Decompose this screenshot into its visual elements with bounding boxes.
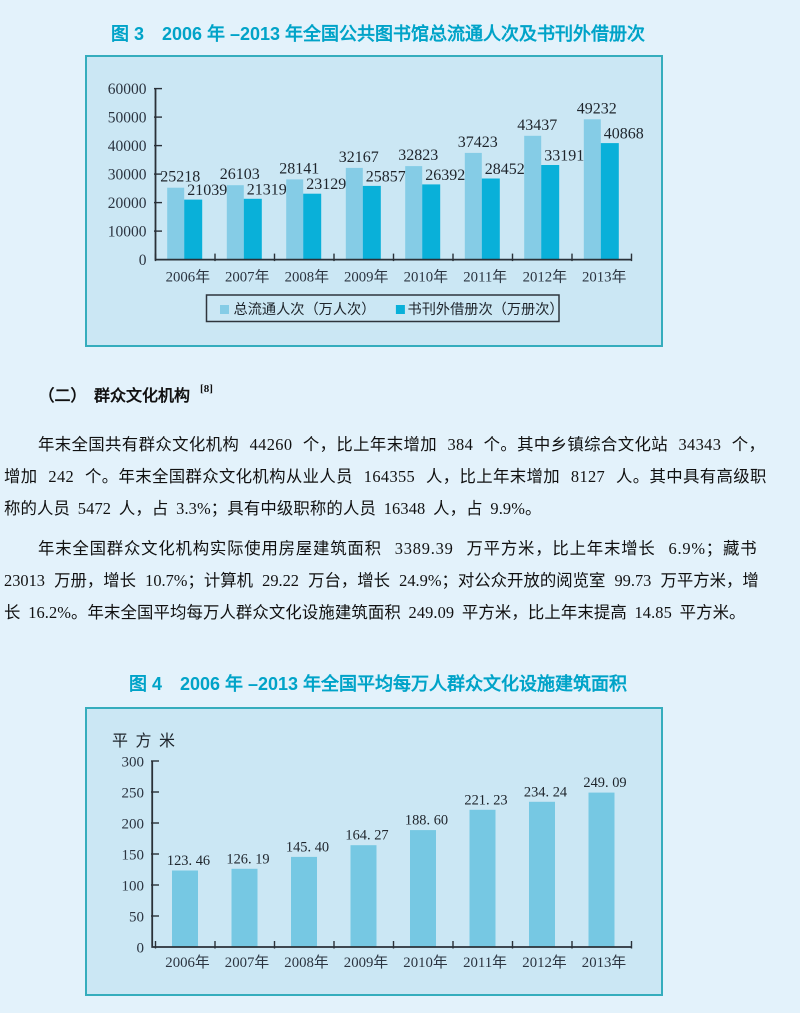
svg-text:2006年: 2006年	[166, 269, 211, 286]
svg-text:43437: 43437	[517, 117, 557, 134]
svg-text:2009年: 2009年	[344, 954, 389, 971]
svg-text:25857: 25857	[366, 168, 406, 185]
svg-text:2010年: 2010年	[403, 954, 448, 971]
svg-text:2008年: 2008年	[285, 269, 330, 286]
svg-text:249. 09: 249. 09	[583, 775, 626, 791]
svg-text:2011年: 2011年	[463, 954, 507, 971]
svg-text:20000: 20000	[108, 195, 147, 212]
svg-text:40000: 40000	[108, 138, 147, 155]
svg-text:总流通人次（万人次）: 总流通人次（万人次）	[234, 302, 376, 318]
svg-text:28452: 28452	[485, 161, 525, 178]
svg-text:2012年: 2012年	[522, 954, 567, 971]
svg-text:平方米: 平方米	[112, 732, 183, 750]
svg-text:300: 300	[122, 755, 145, 771]
svg-text:200: 200	[122, 817, 145, 833]
svg-text:10000: 10000	[108, 224, 147, 241]
svg-text:234. 24: 234. 24	[524, 784, 567, 800]
svg-text:26103: 26103	[220, 166, 260, 183]
svg-text:2008年: 2008年	[284, 954, 329, 971]
svg-text:50000: 50000	[108, 110, 147, 127]
svg-text:250: 250	[122, 786, 145, 802]
svg-text:221. 23: 221. 23	[464, 792, 507, 808]
svg-text:0: 0	[137, 941, 145, 957]
svg-text:50: 50	[129, 910, 144, 926]
svg-text:37423: 37423	[458, 134, 498, 151]
svg-text:书刊外借册次（万册次）: 书刊外借册次（万册次）	[408, 302, 564, 318]
svg-text:60000: 60000	[108, 81, 147, 98]
svg-text:150: 150	[122, 848, 145, 864]
svg-text:40868: 40868	[604, 126, 644, 143]
svg-text:2013年: 2013年	[582, 269, 627, 286]
svg-text:26392: 26392	[425, 167, 465, 184]
svg-text:2007年: 2007年	[225, 269, 270, 286]
svg-text:100: 100	[122, 879, 145, 895]
svg-text:126. 19: 126. 19	[226, 851, 269, 867]
svg-text:2009年: 2009年	[344, 269, 389, 286]
svg-text:2006年: 2006年	[165, 954, 210, 971]
svg-text:2010年: 2010年	[404, 269, 449, 286]
svg-text:23129: 23129	[306, 176, 346, 193]
svg-text:2011年: 2011年	[463, 269, 507, 286]
svg-text:30000: 30000	[108, 167, 147, 184]
svg-text:21039: 21039	[187, 182, 227, 199]
svg-text:123. 46: 123. 46	[167, 853, 210, 869]
svg-text:0: 0	[139, 252, 147, 269]
svg-text:2013年: 2013年	[582, 954, 627, 971]
svg-text:28141: 28141	[279, 160, 319, 177]
svg-text:21319: 21319	[247, 181, 287, 198]
svg-text:2007年: 2007年	[225, 954, 270, 971]
svg-text:33191: 33191	[544, 148, 584, 165]
svg-text:32823: 32823	[398, 147, 438, 164]
svg-text:145. 40: 145. 40	[286, 839, 329, 855]
svg-text:25218: 25218	[160, 169, 200, 186]
svg-text:2012年: 2012年	[523, 269, 568, 286]
svg-text:188. 60: 188. 60	[405, 813, 448, 829]
svg-text:164. 27: 164. 27	[345, 828, 388, 844]
svg-text:49232: 49232	[577, 100, 617, 117]
svg-text:32167: 32167	[339, 149, 379, 166]
